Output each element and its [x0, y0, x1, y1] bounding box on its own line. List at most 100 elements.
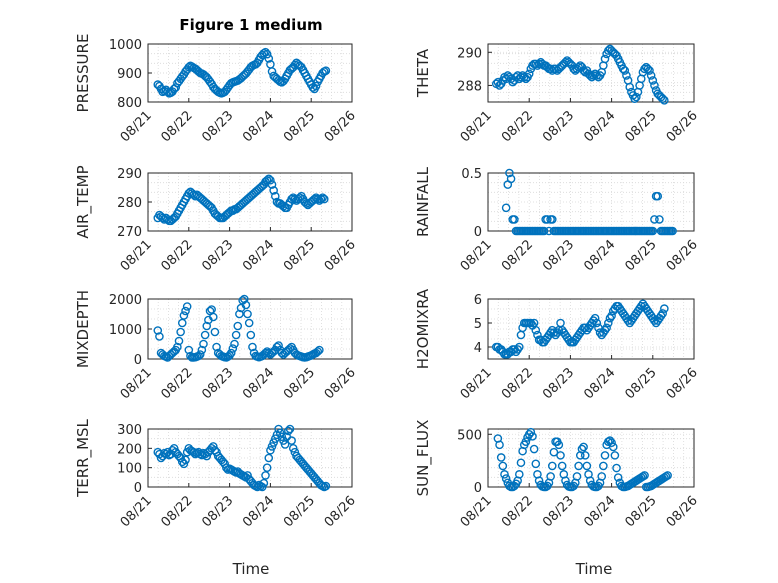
data-point — [668, 226, 677, 236]
data-point — [597, 472, 607, 481]
x-tick-label: 08/22 — [499, 493, 536, 530]
data-point — [269, 438, 278, 447]
data-point — [200, 330, 210, 340]
y-tick-label: 0.5 — [461, 167, 482, 182]
data-point — [285, 424, 295, 434]
y-axis-label-5: MIXDEPTH — [74, 290, 92, 368]
y-tick-label: 280 — [117, 196, 142, 211]
data-point — [515, 342, 524, 352]
x-tick-label: 08/22 — [499, 237, 536, 274]
data-point — [653, 191, 663, 201]
data-point — [547, 215, 557, 224]
data-point — [264, 453, 274, 463]
axes-frame-6 — [487, 298, 695, 360]
data-point — [210, 327, 220, 337]
x-tick-label: 08/26 — [322, 493, 359, 530]
figure-title: Figure 1 medium — [179, 16, 322, 34]
data-point — [599, 461, 608, 471]
y-tick-label: 290 — [457, 46, 482, 61]
y-axis-label-3: AIR_TEMP — [74, 165, 93, 238]
axes-frame-7 — [147, 428, 353, 488]
x-tick-label: 08/24 — [240, 108, 277, 145]
data-point — [235, 309, 244, 319]
data-point — [510, 215, 519, 224]
data-point — [243, 309, 252, 319]
data-point — [521, 437, 531, 446]
data-point — [275, 428, 285, 438]
data-point — [612, 463, 621, 473]
y-tick-label: 300 — [117, 423, 142, 438]
data-point — [561, 57, 570, 67]
data-point — [613, 473, 623, 482]
data-point — [496, 453, 506, 462]
x-tick-label: 08/26 — [664, 365, 701, 402]
data-point — [179, 311, 189, 320]
data-point — [661, 472, 671, 481]
data-point — [646, 71, 656, 80]
data-point — [556, 451, 565, 460]
data-point — [516, 458, 526, 468]
x-tick-label: 08/24 — [240, 493, 277, 530]
x-tick-label: 08/23 — [199, 237, 236, 274]
data-point — [546, 472, 555, 481]
x-tick-label: 08/26 — [322, 108, 359, 145]
data-point — [528, 432, 537, 441]
data-point — [257, 482, 267, 492]
data-point — [212, 342, 221, 352]
x-axis-label-right: Time — [575, 560, 613, 578]
y-axis-label-6: H2OMIXRA — [414, 288, 432, 369]
data-point — [261, 471, 270, 480]
data-point — [638, 472, 648, 481]
data-point — [604, 46, 613, 55]
data-point — [515, 470, 524, 479]
data-point — [199, 339, 208, 349]
x-tick-label: 08/25 — [281, 108, 318, 145]
x-tick-label: 08/26 — [322, 237, 359, 274]
x-tick-label: 08/21 — [458, 365, 495, 402]
y-axis-label-2: THETA — [414, 48, 432, 98]
data-point — [579, 442, 588, 452]
data-point — [184, 345, 194, 355]
data-point — [604, 318, 613, 328]
data-point — [226, 348, 236, 358]
x-tick-label: 08/21 — [118, 237, 155, 274]
data-point — [284, 426, 293, 436]
data-point — [266, 445, 275, 455]
data-point — [233, 321, 243, 331]
data-point — [500, 470, 509, 479]
data-point — [228, 344, 238, 353]
y-axis-label-1: PRESSURE — [74, 34, 92, 113]
data-point — [274, 424, 283, 434]
x-tick-label: 08/22 — [159, 108, 196, 145]
data-point — [600, 54, 610, 64]
y-tick-label: 6 — [474, 293, 482, 308]
x-tick-label: 08/26 — [664, 108, 701, 145]
x-tick-label: 08/24 — [240, 237, 277, 274]
y-tick-label: 4 — [474, 341, 482, 356]
data-point — [620, 66, 630, 75]
x-tick-label: 08/23 — [540, 237, 577, 274]
data-point — [270, 191, 280, 201]
x-tick-label: 08/23 — [199, 365, 236, 402]
data-point — [195, 350, 205, 359]
y-tick-label: 500 — [457, 428, 482, 443]
data-point — [239, 294, 249, 304]
data-point — [241, 300, 251, 310]
data-point — [608, 442, 618, 452]
data-point — [501, 474, 511, 483]
data-point — [259, 478, 269, 488]
data-point — [176, 327, 185, 337]
data-point — [197, 345, 207, 355]
y-tick-label: 0 — [134, 481, 142, 496]
x-tick-label: 08/21 — [458, 493, 495, 530]
data-point — [267, 442, 277, 451]
x-tick-label: 08/25 — [623, 493, 660, 530]
data-point — [590, 313, 600, 323]
data-point — [264, 54, 274, 63]
data-point — [602, 323, 611, 333]
data-point — [288, 444, 298, 453]
data-point — [248, 342, 257, 352]
y-axis-label-8: SUN_FLUX — [414, 420, 433, 497]
x-tick-label: 08/25 — [281, 365, 318, 402]
data-point — [648, 226, 658, 236]
